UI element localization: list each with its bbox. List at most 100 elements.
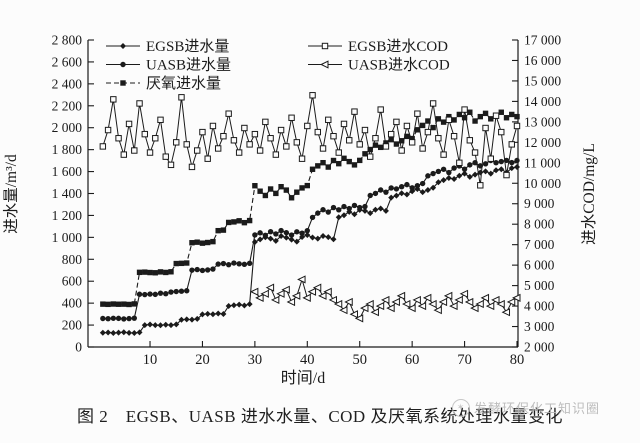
circle-filled-icon: [346, 205, 352, 212]
diamond-filled-icon: [173, 321, 180, 328]
y-left-axis-title: 进水量/m³/d: [2, 154, 20, 234]
circle-filled-icon: [351, 202, 358, 209]
square-filled-icon: [184, 260, 190, 266]
diamond-filled-icon: [215, 310, 222, 317]
square-filled-icon: [404, 133, 410, 140]
square-filled-icon: [414, 127, 421, 133]
square-filled-icon: [498, 109, 504, 115]
square-filled-icon: [514, 113, 520, 120]
square-filled-icon: [377, 144, 384, 151]
circle-filled-icon: [121, 316, 127, 322]
diamond-filled-icon: [335, 214, 342, 221]
square-filled-icon: [367, 146, 373, 153]
circle-filled-icon: [189, 267, 195, 273]
square-filled-icon: [199, 240, 206, 246]
circle-filled-icon: [252, 232, 258, 238]
circle-filled-icon: [404, 181, 410, 188]
triangle-left-open-icon: [470, 304, 479, 313]
square-filled-icon: [330, 157, 337, 164]
diamond-filled-icon: [131, 329, 138, 336]
y-right-tick-label: 3 000: [524, 319, 555, 334]
diamond-filled-icon: [236, 301, 243, 308]
triangle-left-open-icon: [422, 293, 432, 302]
series-EGSB进水COD: [99, 92, 521, 189]
triangle-left-open-icon: [344, 297, 353, 307]
x-tick-label: 40: [300, 352, 315, 368]
circle-filled-icon: [336, 207, 342, 213]
square-filled-icon: [336, 160, 342, 167]
triangle-left-open-icon: [407, 304, 416, 313]
circle-filled-icon: [372, 190, 379, 197]
square-open-icon: [277, 126, 285, 134]
circle-filled-icon: [184, 288, 190, 294]
diamond-filled-icon: [183, 316, 190, 323]
square-open-icon: [382, 143, 390, 150]
diamond-filled-icon: [110, 329, 117, 336]
square-open-icon: [503, 171, 510, 179]
series-UASB进水量: [100, 157, 520, 322]
legend-right-item-0: EGSB进水COD: [308, 38, 448, 55]
y-left-tick-label: 1 600: [52, 164, 83, 179]
circle-filled-icon: [136, 291, 143, 297]
legend-left-item-1: UASB进水量: [106, 57, 231, 74]
square-open-icon: [194, 147, 201, 154]
x-tick-label: 70: [457, 352, 472, 368]
square-filled-icon: [435, 116, 442, 122]
square-filled-icon: [215, 227, 221, 234]
square-open-icon: [115, 135, 122, 142]
diamond-filled-icon: [188, 316, 195, 323]
triangle-left-open-icon: [349, 310, 358, 319]
triangle-left-open-icon: [480, 293, 490, 302]
circle-filled-icon: [446, 169, 452, 176]
square-filled-icon: [341, 155, 347, 162]
square-open-icon: [429, 100, 437, 107]
y-right-tick-label: 8 000: [524, 217, 555, 232]
y-right-tick-label: 12 000: [524, 135, 561, 150]
square-filled-icon: [252, 183, 258, 189]
diamond-filled-icon: [487, 170, 494, 177]
square-filled-icon: [136, 269, 143, 276]
circle-filled-icon: [320, 207, 326, 213]
square-filled-icon: [372, 142, 379, 148]
square-open-icon: [104, 126, 112, 134]
square-filled-icon: [388, 136, 394, 143]
diamond-filled-icon: [372, 206, 379, 213]
circle-filled-icon: [509, 159, 515, 166]
square-filled-icon: [131, 301, 137, 307]
diamond-filled-icon: [461, 170, 468, 177]
square-open-icon: [477, 182, 484, 189]
diamond-filled-icon: [288, 236, 295, 243]
triangle-left-open-icon: [449, 301, 458, 311]
circle-filled-icon: [273, 231, 279, 237]
triangle-left-open-icon: [291, 291, 301, 300]
diamond-filled-icon: [493, 167, 500, 174]
square-filled-icon: [351, 162, 358, 168]
square-filled-icon: [142, 269, 148, 275]
circle-filled-icon: [152, 291, 158, 298]
square-open-icon: [152, 135, 159, 142]
y-left-tick-label: 200: [62, 318, 83, 333]
square-open-icon: [482, 124, 489, 132]
triangle-left-open-icon: [365, 299, 374, 309]
circle-filled-icon: [126, 315, 132, 322]
circle-filled-icon: [131, 315, 137, 321]
x-tick-label: 20: [195, 352, 210, 368]
square-filled-icon: [278, 184, 284, 190]
diamond-filled-icon: [377, 205, 384, 212]
triangle-left-open-icon: [412, 295, 421, 305]
diamond-filled-icon: [167, 322, 174, 329]
square-open-icon: [188, 163, 196, 171]
circle-filled-icon: [163, 291, 169, 297]
triangle-left-open-icon: [312, 283, 322, 292]
square-filled-icon: [320, 159, 326, 166]
triangle-left-open-icon: [318, 291, 327, 300]
circle-filled-icon: [178, 288, 185, 294]
diamond-filled-icon: [120, 43, 126, 49]
legend-label: UASB进水量: [146, 57, 231, 74]
square-open-icon: [403, 122, 411, 130]
square-open-icon: [393, 118, 400, 126]
triangle-left-open-icon: [501, 308, 511, 317]
square-filled-icon: [409, 135, 415, 142]
square-open-icon: [335, 149, 342, 156]
triangle-left-open-icon: [270, 295, 280, 305]
